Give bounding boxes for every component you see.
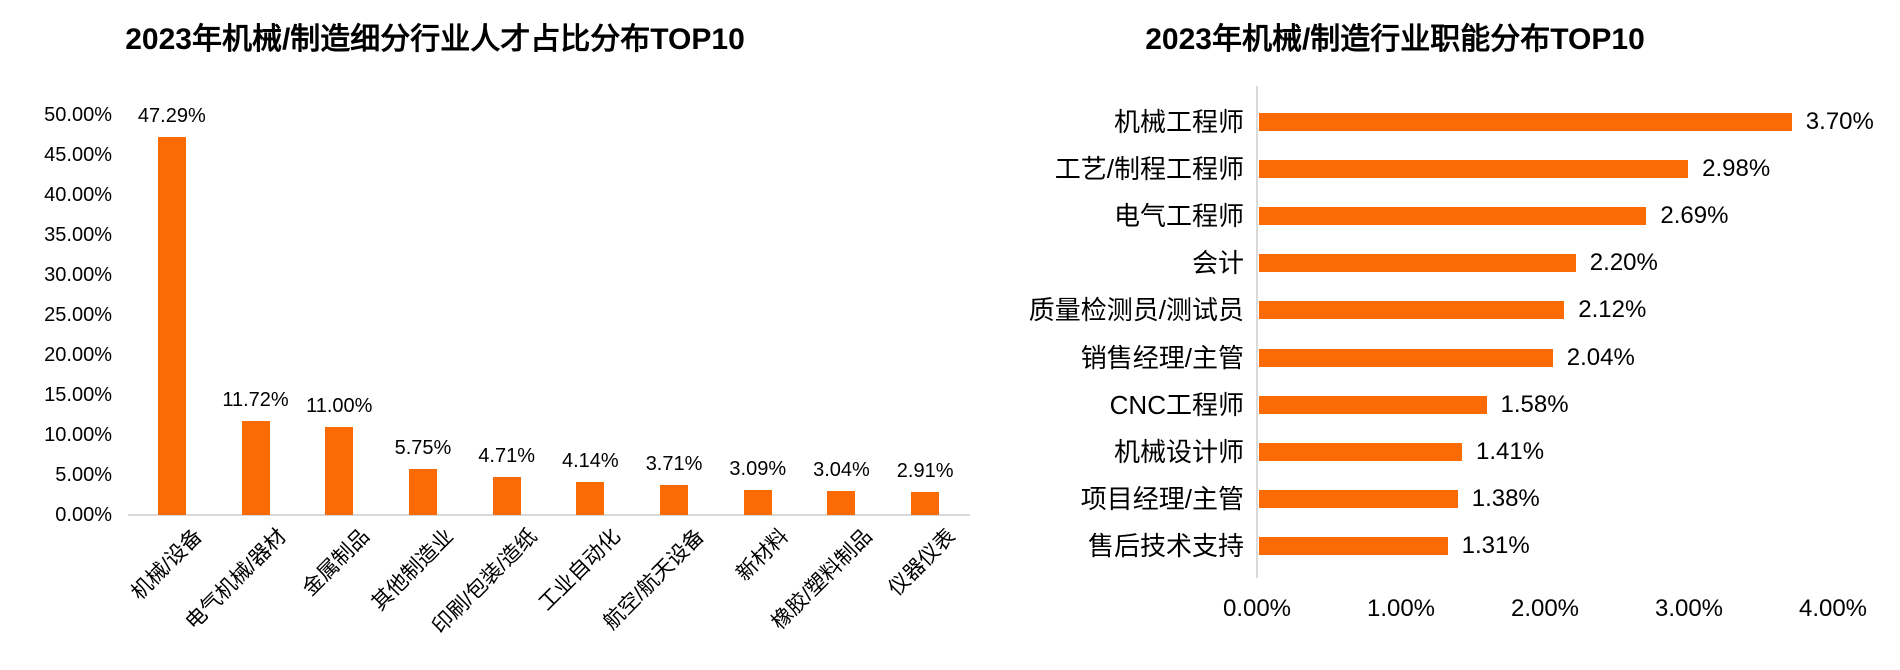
category-label: 项目经理/主管	[1080, 483, 1244, 514]
category-label: 仪器仪表	[623, 524, 960, 601]
y-axis-tick-label: 15.00%	[44, 384, 112, 406]
bar	[1259, 442, 1463, 461]
bar	[660, 485, 689, 515]
bar	[1259, 348, 1553, 367]
x-axis-tick-label: 0.00%	[1222, 595, 1292, 622]
bar	[241, 421, 270, 515]
y-axis-tick-label: 0.00%	[55, 504, 112, 526]
y-axis-tick-label: 45.00%	[44, 144, 112, 166]
bar-value-label: 1.41%	[1476, 437, 1545, 465]
bar-value-label: 2.98%	[1702, 155, 1771, 183]
bar-value-label: 11.00%	[306, 395, 373, 417]
bar	[1259, 160, 1689, 179]
bar	[911, 491, 940, 515]
bar	[576, 481, 605, 515]
bar	[1259, 536, 1448, 555]
bar-value-label: 3.09%	[729, 458, 787, 481]
x-axis-tick-label: 2.00%	[1510, 595, 1580, 622]
bar-value-label: 2.12%	[1578, 296, 1647, 324]
bar	[743, 490, 772, 515]
category-label: 质量检测员/测试员	[1028, 295, 1244, 326]
y-axis-tick-label: 5.00%	[55, 464, 112, 486]
category-label: 会计	[1191, 248, 1244, 279]
y-axis-line	[1256, 86, 1258, 578]
bar-value-label: 11.72%	[222, 389, 289, 412]
industry-talent-share-chart: 2023年机械/制造细分行业人才占比分布TOP10 50.00% 45.00% 40…	[44, 23, 970, 638]
bar-value-label: 2.20%	[1589, 249, 1658, 277]
x-axis-tick-label: 4.00%	[1798, 595, 1868, 622]
bar-value-label: 2.04%	[1566, 343, 1635, 371]
bar	[157, 136, 186, 515]
bar	[492, 477, 521, 515]
bar-value-label: 4.14%	[561, 449, 619, 472]
x-axis-tick-label: 3.00%	[1654, 595, 1724, 622]
category-label: 工艺/制程工程师	[1054, 154, 1244, 185]
category-label: 电气工程师	[1113, 201, 1244, 232]
y-axis-tick-label: 10.00%	[44, 424, 112, 446]
bar	[1259, 207, 1647, 226]
bar-value-label: 1.58%	[1500, 390, 1569, 418]
bar	[1259, 489, 1458, 508]
y-axis-tick-label: 40.00%	[44, 184, 112, 206]
category-label: 机械工程师	[1113, 107, 1244, 137]
y-axis-tick-label: 25.00%	[44, 304, 112, 326]
bar-value-label: 3.04%	[813, 458, 870, 481]
category-label: 销售经理/主管	[1080, 342, 1244, 373]
bar-value-label: 1.38%	[1471, 484, 1540, 512]
y-axis-tick-label: 20.00%	[44, 344, 112, 366]
bar-value-label: 1.31%	[1461, 531, 1530, 559]
bar	[827, 490, 856, 515]
job-function-share-chart: 2023年机械/制造行业职能分布TOP10 机械工程师 3.70% 工艺/制程工程师…	[950, 0, 1900, 670]
category-label: 机械设计师	[1113, 436, 1244, 467]
bar	[1259, 395, 1487, 414]
category-label: CNC工程师	[1109, 389, 1244, 420]
bar	[408, 469, 437, 515]
y-axis-tick-label: 30.00%	[44, 264, 112, 286]
bar-value-label: 3.70%	[1805, 108, 1874, 135]
category-label: 售后技术支持	[1087, 530, 1244, 561]
bar-value-label: 3.71%	[645, 453, 703, 476]
y-axis-tick-label: 50.00%	[44, 104, 112, 126]
bar-value-label: 47.29%	[137, 104, 206, 127]
bar	[1259, 113, 1792, 131]
bar	[1259, 301, 1565, 320]
x-axis-baseline	[128, 514, 970, 516]
bar-value-label: 2.69%	[1660, 202, 1729, 230]
bar-value-label: 4.71%	[478, 445, 535, 468]
y-axis-tick-label: 35.00%	[44, 224, 112, 246]
bar	[325, 427, 354, 515]
bar-value-label: 5.75%	[394, 437, 452, 459]
right-chart-title: 2023年机械/制造行业职能分布TOP10	[1145, 23, 1645, 56]
x-axis-tick-label: 1.00%	[1366, 595, 1436, 622]
left-chart-title: 2023年机械/制造细分行业人才占比分布TOP10	[125, 23, 745, 56]
bar-value-label: 2.91%	[896, 459, 954, 482]
bar	[1259, 254, 1576, 273]
